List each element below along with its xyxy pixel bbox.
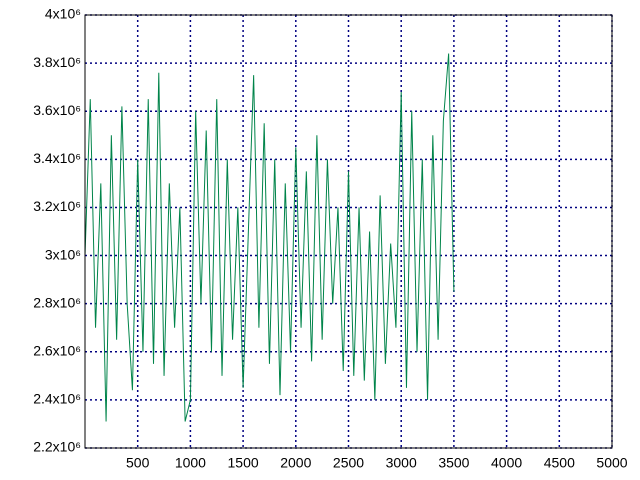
x-tick-label: 500 bbox=[126, 455, 150, 471]
y-tick-label: 4x10⁶ bbox=[45, 6, 81, 22]
y-tick-label: 2.8x10⁶ bbox=[33, 294, 81, 310]
y-tick-label: 3.4x10⁶ bbox=[33, 150, 81, 166]
data-line bbox=[84, 53, 455, 422]
x-tick-label: 5000 bbox=[596, 455, 627, 471]
y-tick-label: 2.4x10⁶ bbox=[33, 391, 81, 407]
x-tick-label: 4500 bbox=[544, 455, 575, 471]
y-tick-label: 3.8x10⁶ bbox=[33, 54, 81, 70]
x-tick-label: 2500 bbox=[333, 455, 364, 471]
y-tick-label: 2.2x10⁶ bbox=[33, 439, 81, 455]
x-tick-label: 3500 bbox=[438, 455, 469, 471]
x-tick-label: 4000 bbox=[491, 455, 522, 471]
y-tick-label: 2.6x10⁶ bbox=[33, 342, 81, 358]
y-tick-label: 3x10⁶ bbox=[45, 246, 81, 262]
x-tick-label: 1000 bbox=[175, 455, 206, 471]
y-tick-label: 3.2x10⁶ bbox=[33, 198, 81, 214]
x-tick-label: 3000 bbox=[386, 455, 417, 471]
x-tick-label: 2000 bbox=[280, 455, 311, 471]
x-tick-label: 1500 bbox=[228, 455, 259, 471]
plot-border bbox=[84, 14, 613, 449]
y-tick-label: 3.6x10⁶ bbox=[33, 102, 81, 118]
